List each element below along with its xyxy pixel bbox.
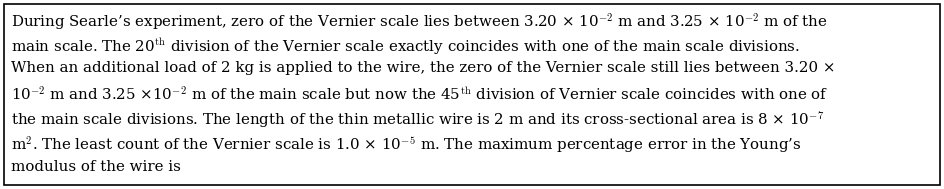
Text: modulus of the wire is: modulus of the wire is <box>11 160 181 174</box>
Text: During Searle’s experiment, zero of the Vernier scale lies between 3.20 × 10$^{-: During Searle’s experiment, zero of the … <box>11 12 828 33</box>
Text: m$^{2}$. The least count of the Vernier scale is 1.0 × 10$^{-5}$ m. The maximum : m$^{2}$. The least count of the Vernier … <box>11 135 801 156</box>
Text: When an additional load of 2 kg is applied to the wire, the zero of the Vernier : When an additional load of 2 kg is appli… <box>11 61 835 75</box>
Text: the main scale divisions. The length of the thin metallic wire is 2 m and its cr: the main scale divisions. The length of … <box>11 110 824 131</box>
Text: main scale. The 20$^{\mathrm{th}}$ division of the Vernier scale exactly coincid: main scale. The 20$^{\mathrm{th}}$ divis… <box>11 37 800 57</box>
Text: 10$^{-2}$ m and 3.25 ×10$^{-2}$ m of the main scale but now the 45$^{\mathrm{th}: 10$^{-2}$ m and 3.25 ×10$^{-2}$ m of the… <box>11 86 828 104</box>
